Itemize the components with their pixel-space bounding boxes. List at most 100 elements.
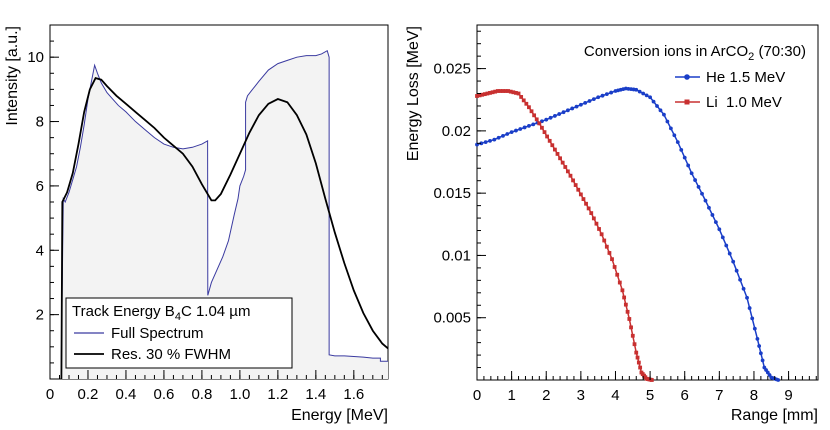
x-tick-label: 0: [473, 387, 481, 404]
series-marker: [529, 109, 534, 114]
legend-label-full-spectrum: Full Spectrum: [111, 325, 204, 342]
series-marker: [561, 110, 566, 115]
x-tick-label: 0.6: [154, 386, 175, 403]
series-marker: [531, 122, 536, 127]
series-marker: [555, 152, 560, 156]
series-marker: [641, 91, 646, 96]
series-marker: [604, 92, 609, 97]
y-tick-label: 10: [27, 49, 44, 66]
series-marker: [760, 358, 765, 363]
series-marker: [627, 317, 632, 321]
series-marker: [584, 201, 588, 206]
series-marker: [672, 133, 677, 138]
series-marker: [568, 173, 573, 178]
x-tick-label: 6: [681, 387, 689, 404]
full-spectrum-line: [60, 50, 388, 379]
right-plot-frame: [476, 24, 819, 381]
y-tick-label: 0.01: [442, 247, 471, 264]
series-marker: [622, 295, 627, 300]
series-marker: [604, 244, 609, 249]
series-marker: [532, 113, 537, 118]
series-marker: [547, 138, 552, 143]
series-marker: [586, 206, 591, 211]
series-marker: [747, 306, 752, 310]
y-tick-label: 2: [36, 307, 44, 324]
series-marker: [506, 89, 511, 93]
right-legend: He 1.5 MeV Li 1.0 MeV: [675, 69, 785, 111]
series-marker: [612, 265, 617, 269]
series-marker: [591, 216, 596, 221]
series-marker: [679, 147, 684, 152]
series-marker: [565, 108, 570, 113]
right-y-ticks: 0.005 0.01 0.015 0.02 0.025: [433, 30, 486, 381]
series-marker: [552, 114, 557, 118]
series-marker: [540, 125, 544, 130]
series-marker: [578, 192, 583, 197]
left-y-axis-label: Intensity [a.u.]: [4, 26, 21, 126]
left-y-ticks: 2 4 6 8 10: [27, 24, 59, 380]
series-marker: [745, 295, 749, 300]
right-x-axis-label: Range [mm]: [731, 407, 818, 424]
series-marker: [710, 213, 715, 217]
series-marker: [682, 155, 687, 160]
series-marker: [700, 191, 704, 196]
series-marker: [578, 102, 583, 107]
li-series: [475, 89, 654, 382]
series-marker: [573, 183, 578, 187]
series-marker: [724, 243, 729, 248]
series-marker: [589, 211, 594, 215]
series-marker: [495, 89, 500, 93]
x-tick-label: 7: [715, 387, 723, 404]
series-marker: [637, 89, 642, 94]
series-marker: [524, 101, 529, 106]
series-marker: [648, 95, 652, 100]
series-marker: [570, 106, 575, 111]
series-marker: [630, 333, 635, 338]
y-tick-label: 6: [36, 178, 44, 195]
series-marker: [571, 178, 575, 183]
x-tick-label: 4: [611, 387, 619, 404]
series-marker: [558, 156, 562, 161]
series-marker: [662, 112, 666, 117]
series-marker: [693, 178, 698, 182]
series-marker: [757, 344, 762, 348]
x-tick-label: 5: [646, 387, 654, 404]
left-x-ticks: 0 0.2 0.4 0.6 0.8 1.0 1.2 1.4 1.6: [46, 370, 383, 403]
series-marker: [534, 117, 539, 122]
series-marker: [738, 277, 743, 282]
series-marker: [548, 115, 553, 120]
series-marker: [479, 141, 484, 146]
series-marker: [560, 160, 565, 165]
series-marker: [668, 126, 673, 131]
series-marker: [638, 365, 643, 370]
series-marker: [617, 280, 622, 285]
series-marker: [741, 286, 746, 291]
series-marker: [644, 93, 649, 98]
series-marker: [485, 91, 490, 96]
series-marker: [537, 121, 542, 126]
series-marker: [734, 268, 739, 273]
series-marker: [632, 342, 637, 347]
left-x-axis-label: Energy [MeV]: [291, 407, 388, 424]
series-marker: [552, 147, 557, 152]
series-marker: [623, 302, 628, 307]
series-marker: [527, 123, 531, 128]
series-marker: [596, 95, 601, 100]
series-marker: [615, 272, 620, 277]
series-marker: [713, 220, 718, 225]
series-marker: [750, 316, 755, 321]
series-marker: [503, 89, 508, 93]
x-tick-label: 0.2: [78, 386, 99, 403]
x-tick-label: 1.0: [229, 386, 250, 403]
series-marker: [635, 355, 640, 360]
series-marker: [542, 130, 547, 135]
series-marker: [483, 140, 488, 144]
series-marker: [758, 351, 763, 356]
series-marker: [665, 119, 670, 124]
series-marker: [527, 105, 531, 110]
series-marker: [651, 99, 656, 104]
series-marker: [655, 104, 659, 108]
series-marker: [755, 336, 760, 341]
series-marker: [594, 221, 599, 226]
